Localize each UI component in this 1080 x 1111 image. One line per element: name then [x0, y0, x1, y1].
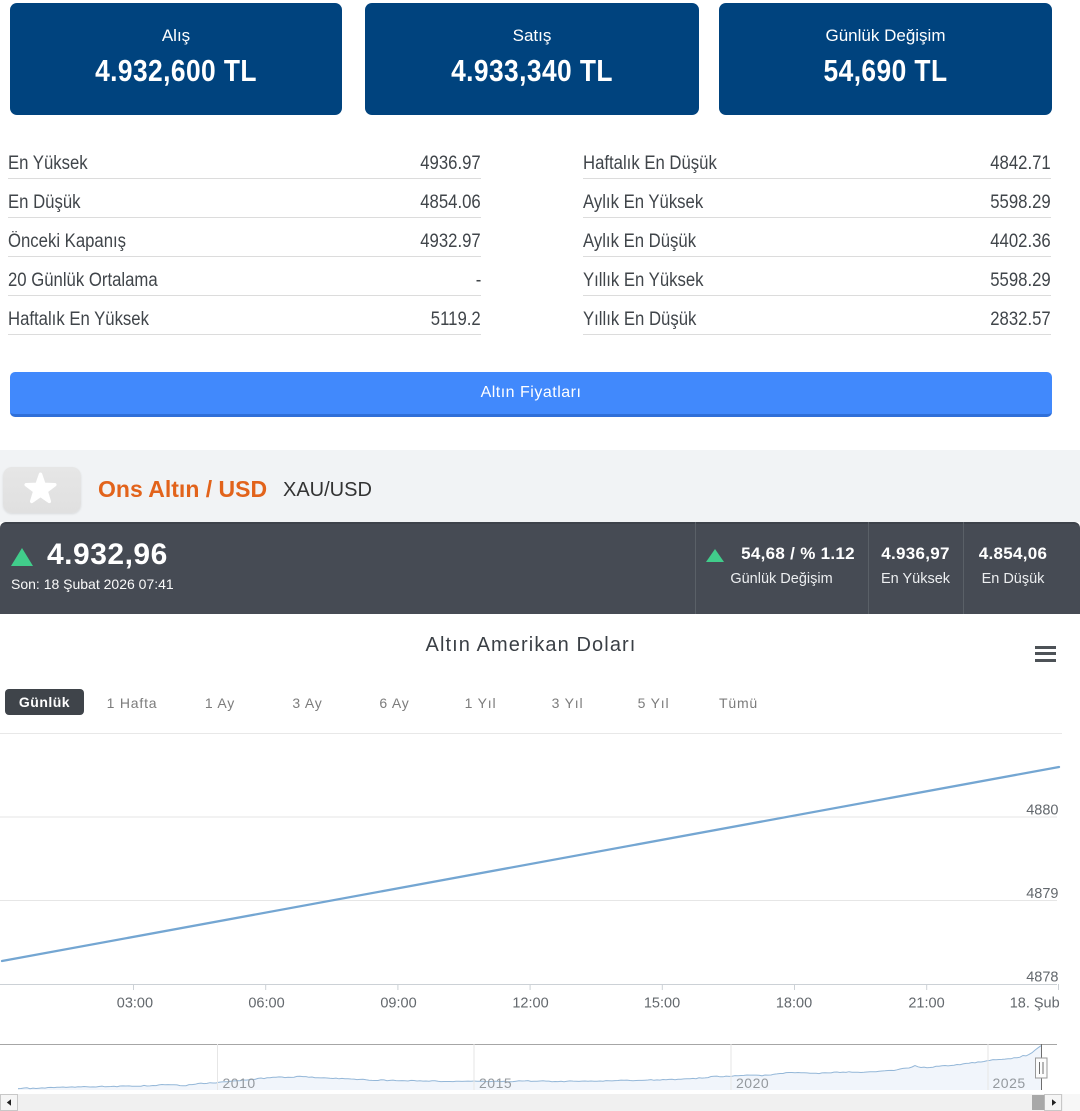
- svg-text:21:00: 21:00: [908, 996, 944, 1012]
- svg-text:4878: 4878: [1026, 970, 1058, 986]
- svg-text:15:00: 15:00: [644, 996, 680, 1012]
- svg-text:06:00: 06:00: [248, 996, 284, 1012]
- svg-text:2015: 2015: [479, 1075, 512, 1091]
- svg-text:2025: 2025: [993, 1075, 1026, 1091]
- svg-text:4880: 4880: [1026, 803, 1058, 819]
- svg-text:2010: 2010: [223, 1075, 256, 1091]
- svg-text:4879: 4879: [1026, 886, 1058, 902]
- svg-text:03:00: 03:00: [117, 996, 153, 1012]
- svg-text:2020: 2020: [736, 1075, 769, 1091]
- svg-text:09:00: 09:00: [380, 996, 416, 1012]
- svg-text:18. Şub: 18. Şub: [1010, 996, 1060, 1012]
- svg-text:12:00: 12:00: [512, 996, 548, 1012]
- svg-text:18:00: 18:00: [776, 996, 812, 1012]
